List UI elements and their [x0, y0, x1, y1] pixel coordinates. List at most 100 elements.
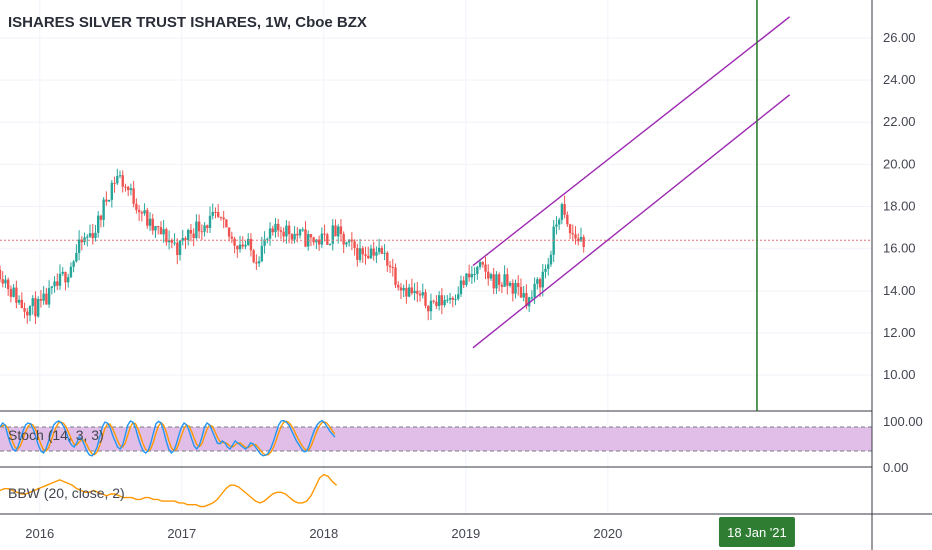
candle[interactable]: [405, 287, 408, 297]
candle[interactable]: [503, 274, 506, 287]
candle[interactable]: [257, 261, 261, 264]
candle[interactable]: [197, 221, 201, 232]
candle[interactable]: [148, 218, 152, 226]
candles[interactable]: [0, 168, 585, 324]
candle[interactable]: [413, 290, 416, 294]
candle[interactable]: [435, 301, 438, 307]
candle[interactable]: [527, 297, 531, 307]
candle[interactable]: [334, 225, 337, 237]
candle[interactable]: [309, 234, 313, 238]
candle[interactable]: [91, 233, 94, 239]
candle[interactable]: [519, 286, 523, 298]
candle[interactable]: [236, 245, 239, 250]
candle[interactable]: [394, 267, 397, 285]
candle[interactable]: [541, 271, 544, 288]
candle[interactable]: [481, 262, 484, 265]
candle[interactable]: [555, 224, 558, 227]
date-marker-badge[interactable]: 18 Jan '21: [718, 517, 795, 547]
candle[interactable]: [421, 292, 424, 296]
candle[interactable]: [107, 199, 111, 202]
candle[interactable]: [66, 277, 70, 283]
trend-channel[interactable]: [472, 16, 791, 349]
candle[interactable]: [156, 226, 160, 228]
candle[interactable]: [345, 242, 348, 245]
candle[interactable]: [244, 244, 247, 247]
candle[interactable]: [170, 240, 174, 243]
candle[interactable]: [446, 299, 449, 301]
candle[interactable]: [200, 231, 204, 233]
candle[interactable]: [58, 273, 62, 286]
candle[interactable]: [547, 264, 550, 269]
candle[interactable]: [301, 229, 304, 231]
candle[interactable]: [26, 311, 29, 316]
candle[interactable]: [337, 226, 340, 237]
candle[interactable]: [12, 287, 15, 297]
candle[interactable]: [399, 287, 403, 291]
candle[interactable]: [369, 248, 373, 259]
candle[interactable]: [9, 289, 13, 297]
candle[interactable]: [260, 245, 264, 262]
candle[interactable]: [484, 264, 487, 272]
candle[interactable]: [383, 252, 386, 254]
candle[interactable]: [249, 238, 253, 251]
channel-line[interactable]: [472, 16, 791, 267]
candle[interactable]: [574, 234, 577, 239]
candle[interactable]: [538, 279, 542, 288]
candle[interactable]: [167, 240, 171, 243]
candle[interactable]: [132, 188, 135, 204]
candle[interactable]: [47, 288, 51, 305]
candle[interactable]: [380, 247, 384, 254]
candle[interactable]: [437, 295, 441, 307]
candle[interactable]: [233, 238, 236, 246]
candle[interactable]: [440, 295, 444, 306]
candle[interactable]: [178, 240, 182, 256]
candle[interactable]: [459, 280, 463, 295]
candle[interactable]: [214, 211, 217, 213]
candle[interactable]: [388, 265, 392, 267]
candle[interactable]: [219, 216, 223, 218]
candle[interactable]: [80, 239, 84, 243]
candle[interactable]: [350, 239, 354, 242]
candle[interactable]: [375, 252, 378, 256]
candle[interactable]: [457, 294, 460, 299]
candle[interactable]: [277, 223, 280, 231]
candle[interactable]: [462, 280, 465, 285]
candle[interactable]: [77, 239, 81, 253]
candle[interactable]: [151, 218, 154, 231]
candle[interactable]: [36, 299, 40, 317]
candle[interactable]: [331, 225, 334, 244]
candle[interactable]: [522, 293, 525, 298]
candle[interactable]: [579, 236, 583, 242]
candle[interactable]: [124, 186, 127, 188]
candle[interactable]: [416, 290, 419, 294]
candle[interactable]: [470, 274, 474, 278]
candle[interactable]: [34, 298, 37, 317]
candle[interactable]: [549, 254, 553, 265]
candle[interactable]: [129, 188, 133, 191]
candle[interactable]: [208, 215, 212, 228]
candle[interactable]: [508, 282, 512, 286]
candle[interactable]: [241, 244, 244, 247]
candle[interactable]: [39, 299, 43, 301]
candle[interactable]: [451, 297, 454, 300]
candle[interactable]: [476, 267, 479, 274]
candle[interactable]: [391, 266, 394, 268]
price-axis[interactable]: 26.00 24.00 22.00 20.00 18.00 16.00 14.00 12.00…: [883, 30, 916, 382]
candle[interactable]: [274, 223, 277, 233]
candle[interactable]: [105, 199, 108, 202]
candle[interactable]: [500, 284, 504, 287]
candle[interactable]: [102, 199, 105, 220]
candle[interactable]: [195, 221, 198, 238]
candle[interactable]: [222, 217, 225, 220]
candle[interactable]: [176, 242, 179, 256]
candle[interactable]: [247, 238, 250, 245]
candle[interactable]: [290, 234, 294, 240]
candle[interactable]: [326, 234, 329, 245]
candle[interactable]: [86, 236, 89, 238]
candle[interactable]: [154, 226, 157, 231]
candle[interactable]: [162, 229, 165, 235]
candle[interactable]: [268, 228, 272, 239]
candle[interactable]: [173, 242, 176, 244]
candle[interactable]: [266, 238, 269, 240]
